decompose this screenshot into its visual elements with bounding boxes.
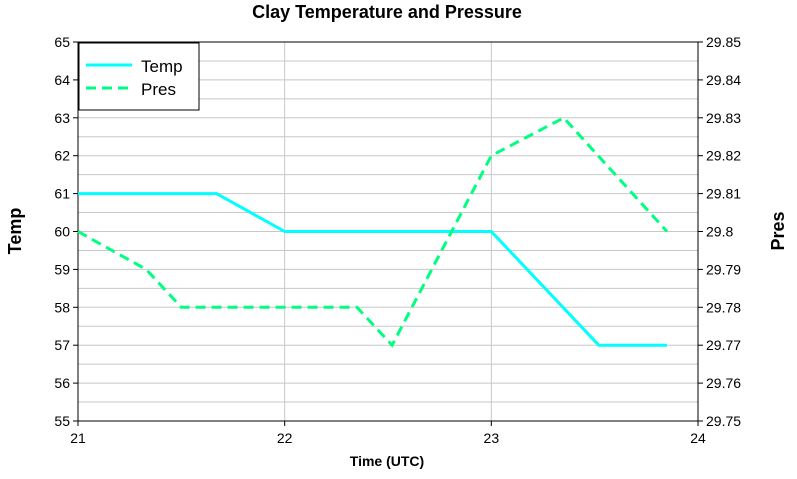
x-axis-ticks: 21 22 23 24 <box>70 421 706 446</box>
y-left-tick-label: 56 <box>54 375 70 391</box>
y-axis-left-title: Temp <box>5 208 25 255</box>
legend: Temp Pres <box>78 42 200 111</box>
y-right-tick-label: 29.79 <box>706 261 741 277</box>
y-left-tick-label: 64 <box>54 72 70 88</box>
y-left-tick-label: 65 <box>54 34 70 50</box>
y-left-tick-label: 58 <box>54 299 70 315</box>
y-right-tick-label: 29.78 <box>706 299 741 315</box>
legend-temp-label: Temp <box>141 57 183 76</box>
y-left-tick-label: 61 <box>54 186 70 202</box>
x-tick-label: 22 <box>277 430 293 446</box>
series-pres-line <box>77 115 669 348</box>
chart-title: Clay Temperature and Pressure <box>252 2 522 22</box>
x-tick-label: 21 <box>70 430 86 446</box>
y-axis-left-ticks: 55 56 57 58 59 60 61 62 63 64 65 <box>54 34 78 429</box>
y-left-tick-label: 55 <box>54 413 70 429</box>
y-left-tick-label: 63 <box>54 110 70 126</box>
y-left-tick-label: 57 <box>54 337 70 353</box>
series-layer <box>77 115 669 348</box>
y-right-tick-label: 29.75 <box>706 413 741 429</box>
x-tick-label: 23 <box>484 430 500 446</box>
x-axis-title: Time (UTC) <box>350 453 424 469</box>
y-axis-right-ticks: 29.75 29.76 29.77 29.78 29.79 29.8 29.81 29.82 2… <box>698 34 741 429</box>
y-right-tick-label: 29.8 <box>706 224 733 240</box>
legend-pres-label: Pres <box>141 80 176 99</box>
x-tick-label: 24 <box>690 430 706 446</box>
legend-box <box>78 42 200 111</box>
y-right-tick-label: 29.84 <box>706 72 741 88</box>
y-left-tick-label: 62 <box>54 148 70 164</box>
y-right-tick-label: 29.77 <box>706 337 741 353</box>
y-right-tick-label: 29.85 <box>706 34 741 50</box>
y-right-tick-label: 29.82 <box>706 148 741 164</box>
y-right-tick-label: 29.83 <box>706 110 741 126</box>
series-temp-line <box>78 192 667 347</box>
y-axis-right-title: Pres <box>768 211 788 250</box>
y-left-tick-label: 60 <box>54 224 70 240</box>
y-left-tick-label: 59 <box>54 261 70 277</box>
y-right-tick-label: 29.81 <box>706 186 741 202</box>
y-right-tick-label: 29.76 <box>706 375 741 391</box>
